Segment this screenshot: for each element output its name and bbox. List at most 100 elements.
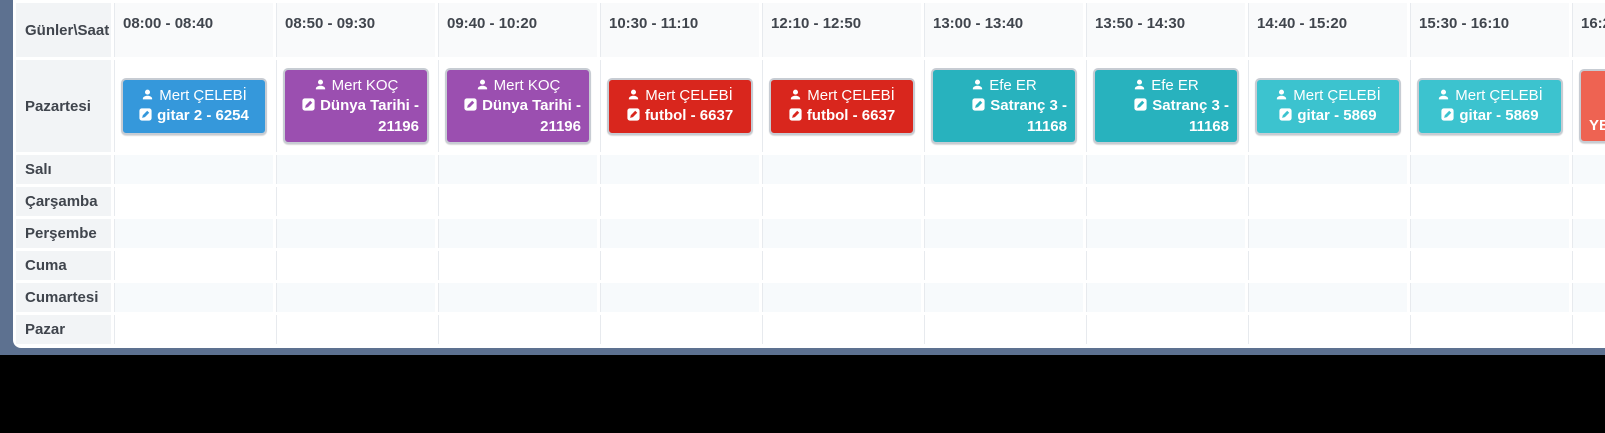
schedule-cell: Mert KOÇ Dünya Tarihi - 21196 bbox=[276, 60, 435, 152]
schedule-cell bbox=[762, 187, 921, 216]
schedule-cell bbox=[1410, 187, 1569, 216]
schedule-cell bbox=[114, 155, 273, 184]
edit-icon bbox=[627, 107, 640, 127]
event-teacher: Mert KOÇ bbox=[293, 76, 419, 97]
edit-icon bbox=[464, 97, 477, 117]
event-teacher: Mert ÇELEBİ bbox=[779, 86, 905, 107]
user-icon bbox=[1133, 77, 1146, 97]
lesson-name: gitar - 5869 bbox=[1459, 107, 1539, 124]
time-slot-header-1: 08:50 - 09:30 bbox=[276, 3, 435, 57]
day-row-çarşamba: Çarşamba bbox=[16, 187, 1605, 216]
lesson-name: gitar 2 - 6254 bbox=[157, 107, 249, 124]
schedule-cell: Mert ÇELEBİ gitar - 5869 bbox=[1248, 60, 1407, 152]
schedule-cell bbox=[762, 219, 921, 248]
schedule-cell bbox=[600, 315, 759, 344]
time-slot-header-9: 16:2 bbox=[1572, 3, 1605, 57]
schedule-cell bbox=[114, 283, 273, 312]
teacher-name: Mert ÇELEBİ bbox=[645, 86, 733, 104]
schedule-cell bbox=[114, 251, 273, 280]
teacher-name: Mert ÇELEBİ bbox=[159, 86, 247, 104]
event-teacher: Mert ÇELEBİ bbox=[1265, 86, 1391, 107]
schedule-cell bbox=[276, 187, 435, 216]
event-teacher: Mert ÇELEBİ bbox=[617, 86, 743, 107]
day-row-cuma: Cuma bbox=[16, 251, 1605, 280]
schedule-cell bbox=[438, 315, 597, 344]
event-teacher: Efe ER bbox=[1103, 76, 1229, 97]
event-lesson: gitar - 5869 bbox=[1427, 106, 1553, 127]
schedule-cell: Efe ER Satranç 3 - 11168 bbox=[924, 60, 1083, 152]
schedule-cell bbox=[1410, 155, 1569, 184]
day-label-pazartesi: Pazartesi bbox=[16, 60, 111, 152]
event-card[interactable]: Efe ER Satranç 3 - 11168 bbox=[1093, 67, 1239, 145]
event-card[interactable]: Mert KOÇ Dünya Tarihi - 21196 bbox=[283, 67, 429, 145]
event-card[interactable]: Efe ER Satranç 3 - 11168 bbox=[931, 67, 1077, 145]
user-icon bbox=[476, 77, 489, 97]
days-hours-corner-header: Günler\Saat bbox=[16, 3, 111, 57]
schedule-cell bbox=[600, 155, 759, 184]
time-slot-header-0: 08:00 - 08:40 bbox=[114, 3, 273, 57]
lesson-name: futbol - 6637 bbox=[806, 107, 896, 124]
schedule-cell bbox=[1572, 219, 1605, 248]
schedule-cell bbox=[924, 187, 1083, 216]
schedule-cell: Mert ÇELEBİ futbol - 6637 bbox=[600, 60, 759, 152]
schedule-cell bbox=[1572, 155, 1605, 184]
schedule-cell: Mert ÇELEBİ futbol - 6637 bbox=[762, 60, 921, 152]
schedule-cell bbox=[924, 251, 1083, 280]
day-label-cuma: Cuma bbox=[16, 251, 111, 280]
teacher-name: Mert ÇELEBİ bbox=[1455, 86, 1543, 104]
schedule-cell bbox=[600, 219, 759, 248]
event-lesson: Dünya Tarihi - 21196 bbox=[455, 96, 581, 136]
event-teacher bbox=[1589, 77, 1605, 97]
day-label-çarşamba: Çarşamba bbox=[16, 187, 111, 216]
schedule-cell bbox=[600, 187, 759, 216]
event-card[interactable]: YE bbox=[1579, 68, 1605, 144]
teacher-name: Efe ER bbox=[1151, 76, 1199, 94]
day-label-cumartesi: Cumartesi bbox=[16, 283, 111, 312]
schedule-cell bbox=[276, 219, 435, 248]
time-slot-header-3: 10:30 - 11:10 bbox=[600, 3, 759, 57]
day-row-pazartesi: Pazartesi Mert ÇELEBİ gitar 2 - 6254 Mert K… bbox=[16, 60, 1605, 152]
event-teacher: Mert ÇELEBİ bbox=[131, 86, 257, 107]
schedule-cell bbox=[762, 155, 921, 184]
event-lesson: Satranç 3 - 11168 bbox=[941, 96, 1067, 136]
event-card[interactable]: Mert ÇELEBİ gitar 2 - 6254 bbox=[121, 77, 267, 135]
schedule-cell bbox=[1572, 251, 1605, 280]
schedule-cell bbox=[276, 283, 435, 312]
schedule-cell bbox=[1572, 315, 1605, 344]
schedule-cell bbox=[924, 219, 1083, 248]
schedule-cell bbox=[1410, 219, 1569, 248]
schedule-cell bbox=[438, 187, 597, 216]
lesson-name: Dünya Tarihi - 21196 bbox=[320, 97, 419, 135]
teacher-name: Mert KOÇ bbox=[331, 76, 399, 94]
edit-icon bbox=[789, 107, 802, 127]
schedule-cell bbox=[1086, 283, 1245, 312]
schedule-cell bbox=[1086, 219, 1245, 248]
user-icon bbox=[1437, 87, 1450, 107]
day-row-pazar: Pazar bbox=[16, 315, 1605, 344]
teacher-name: Mert KOÇ bbox=[493, 76, 561, 94]
user-icon bbox=[314, 77, 327, 97]
teacher-name: Mert ÇELEBİ bbox=[807, 86, 895, 104]
event-lesson: YE bbox=[1589, 97, 1605, 136]
teacher-name: Mert ÇELEBİ bbox=[1293, 86, 1381, 104]
schedule-cell: Efe ER Satranç 3 - 11168 bbox=[1086, 60, 1245, 152]
event-card[interactable]: Mert KOÇ Dünya Tarihi - 21196 bbox=[445, 67, 591, 145]
day-row-cumartesi: Cumartesi bbox=[16, 283, 1605, 312]
schedule-cell bbox=[1410, 283, 1569, 312]
schedule-cell bbox=[276, 315, 435, 344]
day-row-perşembe: Perşembe bbox=[16, 219, 1605, 248]
event-card[interactable]: Mert ÇELEBİ gitar - 5869 bbox=[1417, 77, 1563, 135]
schedule-cell bbox=[924, 315, 1083, 344]
edit-icon bbox=[139, 107, 152, 127]
schedule-cell bbox=[438, 155, 597, 184]
schedule-cell bbox=[924, 283, 1083, 312]
lesson-name: gitar - 5869 bbox=[1297, 107, 1377, 124]
event-card[interactable]: Mert ÇELEBİ futbol - 6637 bbox=[769, 77, 915, 135]
event-card[interactable]: Mert ÇELEBİ gitar - 5869 bbox=[1255, 77, 1401, 135]
lesson-name: Satranç 3 - 11168 bbox=[1152, 97, 1229, 135]
schedule-cell bbox=[1086, 155, 1245, 184]
schedule-cell bbox=[1248, 315, 1407, 344]
schedule-cell bbox=[762, 251, 921, 280]
event-card[interactable]: Mert ÇELEBİ futbol - 6637 bbox=[607, 77, 753, 135]
user-icon bbox=[971, 77, 984, 97]
